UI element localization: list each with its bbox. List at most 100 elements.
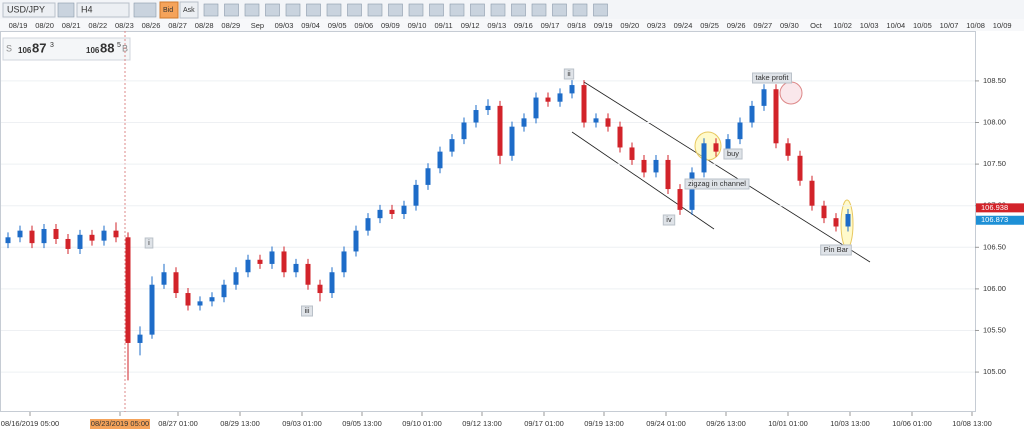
top-date: 09/13 xyxy=(487,21,506,30)
ask-label[interactable]: Ask xyxy=(183,7,195,14)
toolbar-icon[interactable] xyxy=(572,3,588,17)
annotation: buy xyxy=(727,149,739,158)
candle-body xyxy=(485,105,491,111)
toolbar-icon[interactable] xyxy=(449,3,465,17)
x-tick-label: 08/23/2019 05:00 xyxy=(91,419,149,428)
y-tick-label: 108.00 xyxy=(983,117,1006,126)
top-date: 10/05 xyxy=(913,21,932,30)
candle-body xyxy=(497,105,503,156)
y-tick-label: 107.50 xyxy=(983,159,1006,168)
candle-body xyxy=(161,272,167,285)
candle-body xyxy=(761,89,767,106)
top-date: 09/30 xyxy=(780,21,799,30)
top-date: 08/20 xyxy=(35,21,54,30)
candle-body xyxy=(533,97,539,119)
candle-body xyxy=(353,230,359,252)
toolbar-icon[interactable] xyxy=(388,3,403,17)
symbol[interactable]: USD/JPY xyxy=(7,4,45,14)
candle-body xyxy=(785,143,791,156)
bid-button[interactable] xyxy=(159,1,179,19)
x-tick-label: 09/19 13:00 xyxy=(584,419,624,428)
annotation: Pin Bar xyxy=(824,245,849,254)
candle-body xyxy=(233,272,239,285)
candle-body xyxy=(89,234,95,241)
sell-label: S xyxy=(6,43,12,53)
annotation: take profit xyxy=(756,73,790,82)
toolbar-icon[interactable] xyxy=(285,3,301,17)
toolbar-icon[interactable] xyxy=(244,3,260,17)
annotation-box xyxy=(662,214,676,226)
chart-type-button[interactable] xyxy=(57,2,75,18)
annotation-box xyxy=(301,305,313,317)
candle-body xyxy=(581,85,587,123)
toolbar-icon[interactable] xyxy=(490,3,506,17)
top-date: 10/09 xyxy=(993,21,1012,30)
x-axis-area xyxy=(0,412,1024,436)
toolbar-icon[interactable] xyxy=(265,3,280,17)
toolbar-icon[interactable] xyxy=(470,3,485,17)
top-date: 09/04 xyxy=(301,21,320,30)
top-date: 09/03 xyxy=(275,21,294,30)
toolbar-icon[interactable] xyxy=(347,3,362,17)
candle-body xyxy=(473,110,479,123)
toolbar-icon[interactable] xyxy=(224,3,239,17)
candle-body xyxy=(101,230,107,241)
price-tag-label: 106.938 xyxy=(981,203,1008,212)
top-date: 09/11 xyxy=(434,21,452,30)
top-date: 08/22 xyxy=(88,21,107,30)
x-tick-label: 09/12 13:00 xyxy=(462,419,502,428)
toolbar-icon[interactable] xyxy=(408,3,424,17)
toolbar-icon[interactable] xyxy=(367,3,383,17)
buy-big: 106 xyxy=(86,46,100,55)
toolbar-icon[interactable] xyxy=(306,3,321,17)
candle-body xyxy=(257,259,263,264)
top-date: 10/03 xyxy=(860,21,879,30)
buy-pips: 88 xyxy=(100,40,114,55)
top-date: 09/16 xyxy=(514,21,533,30)
candle-body xyxy=(41,228,47,244)
candle-body xyxy=(413,184,419,206)
candle-body xyxy=(65,238,71,249)
candle-body xyxy=(653,159,659,173)
candle-body xyxy=(545,97,551,102)
x-tick-highlight xyxy=(90,419,150,429)
x-tick-label: 09/26 13:00 xyxy=(706,419,746,428)
top-date: 09/05 xyxy=(328,21,347,30)
candle-body xyxy=(689,172,695,210)
toolbar-button[interactable] xyxy=(133,2,157,18)
toolbar-icons xyxy=(203,3,608,17)
x-tick-label: 08/27 01:00 xyxy=(158,419,198,428)
annotation: iii xyxy=(305,306,310,315)
symbol-box[interactable] xyxy=(2,2,56,18)
candle-body xyxy=(113,230,119,238)
toolbar-icon[interactable] xyxy=(511,3,526,17)
timeframe-box[interactable] xyxy=(76,2,130,18)
candle-body xyxy=(665,159,671,190)
timeframe[interactable]: H4 xyxy=(81,4,93,14)
toolbar-icon[interactable] xyxy=(531,3,547,17)
toolbar-icon[interactable] xyxy=(429,3,444,17)
candle-body xyxy=(185,293,191,306)
candle-body xyxy=(5,237,11,244)
candle-body xyxy=(437,151,443,169)
x-tick-label: 10/06 01:00 xyxy=(892,419,932,428)
toolbar-icon[interactable] xyxy=(593,3,608,17)
take-profit-highlight xyxy=(779,81,803,105)
y-tick-label: 108.50 xyxy=(983,76,1006,85)
top-date: 08/21 xyxy=(62,21,81,30)
toolbar-icon[interactable] xyxy=(203,3,219,17)
top-date: 09/06 xyxy=(354,21,373,30)
candle-body xyxy=(773,89,779,144)
toolbar-icon[interactable] xyxy=(326,3,342,17)
candle-body xyxy=(833,218,839,227)
toolbar-icon[interactable] xyxy=(552,3,567,17)
ask-button[interactable] xyxy=(179,1,199,19)
y-tick-label: 106.00 xyxy=(983,284,1006,293)
x-tick-label: 09/05 13:00 xyxy=(342,419,382,428)
bid-label[interactable]: Bid xyxy=(163,7,173,14)
y-tick-label: 106.50 xyxy=(983,242,1006,251)
candle-body xyxy=(401,205,407,215)
x-tick-label: 09/10 01:00 xyxy=(402,419,442,428)
candle-body xyxy=(149,284,155,335)
top-date: 09/10 xyxy=(408,21,427,30)
